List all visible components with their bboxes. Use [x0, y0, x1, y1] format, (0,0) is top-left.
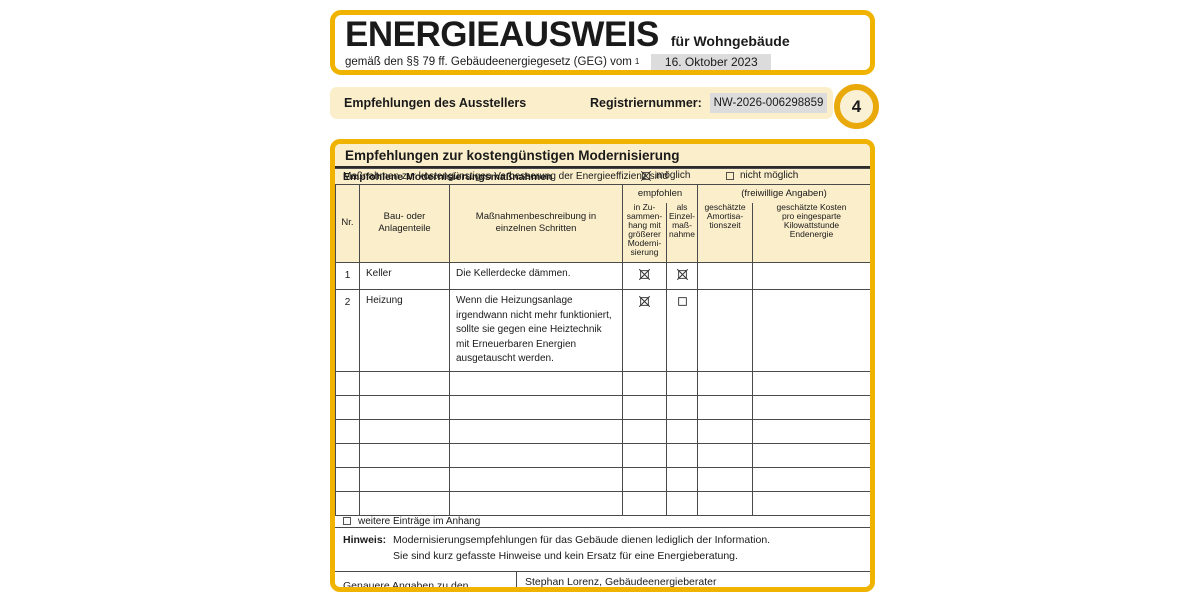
combined-checkbox-icon[interactable] [639, 296, 650, 308]
table-row-empty [335, 394, 870, 420]
possible-checkbox-icon[interactable] [641, 170, 651, 181]
modernisation-section: Empfehlungen zur kostengünstigen Moderni… [330, 139, 875, 592]
table-row: 2 Heizung Wenn die Heizungsanlage irgend… [335, 289, 870, 372]
col-header-single: als Einzel- maß- nahme [666, 202, 698, 263]
table-header-sub-row: in Zu- sammen- hang mit größerer Moderni… [336, 202, 870, 263]
table-subheader: Empfohlene Modernisierungsmaßnahmen [335, 169, 870, 184]
registration-number-label: Registriernummer: [590, 96, 702, 110]
appendix-label: weitere Einträge im Anhang [358, 515, 481, 527]
col-header-nr: Nr. [335, 184, 360, 263]
possible-label: möglich [656, 170, 691, 181]
cell-description: Die Kellerdecke dämmen. [449, 261, 623, 291]
cell-part: Heizung [359, 289, 450, 372]
registration-number-field: NW-2026-006298859 [710, 93, 827, 113]
title-row: ENERGIEAUSWEIS für Wohngebäude [345, 15, 870, 54]
possibility-row: Maßnahmen zur kostengünstigen Verbesseru… [335, 168, 870, 182]
contact-block: Genauere Angaben zu den Empfehlungen sin… [335, 572, 870, 592]
document-title: ENERGIEAUSWEIS [345, 15, 659, 54]
appendix-row: weitere Einträge im Anhang [335, 515, 870, 528]
cell-nr: 1 [335, 261, 360, 291]
table-row: 1 Keller Die Kellerdecke dämmen. [335, 261, 870, 291]
contact-name: Stephan Lorenz, Gebäudeenergieberater [525, 576, 717, 589]
col-header-costs: geschätzte Kosten pro eingesparte Kilowa… [751, 202, 870, 263]
single-checkbox-icon[interactable] [677, 296, 688, 307]
option-not-possible: nicht möglich [725, 170, 798, 181]
note-line-1: Modernisierungsempfehlungen für das Gebä… [393, 533, 771, 546]
law-reference-row: gemäß den §§ 79 ff. Gebäudeenergiegesetz… [345, 53, 870, 70]
combined-checkbox-icon[interactable] [639, 268, 650, 280]
note-block: Hinweis: Modernisierungsempfehlungen für… [335, 527, 870, 573]
document-subtitle: für Wohngebäude [670, 33, 790, 49]
col-header-amortization: geschätzte Amortisa- tionszeit [697, 202, 753, 263]
cell-single [666, 289, 698, 372]
col-group-voluntary: (freiwillige Angaben) [696, 184, 870, 203]
cell-costs [751, 289, 870, 372]
col-group-recommended: empfohlen [622, 184, 698, 203]
table-row-empty [335, 466, 870, 492]
cell-combined [622, 261, 667, 291]
table-header-group-row: Nr. Bau- oder Anlagenteile Maßnahmenbesc… [335, 184, 870, 263]
note-line-2: Sie sind kurz gefasste Hinweise und kein… [393, 550, 738, 563]
law-date-field: 16. Oktober 2023 [651, 53, 772, 70]
cell-costs [751, 261, 870, 291]
note-text: Modernisierungsempfehlungen für das Gebä… [393, 532, 770, 566]
issuer-recommendations-label: Empfehlungen des Ausstellers [344, 96, 527, 110]
cell-amortization [697, 289, 753, 372]
contact-label-line-1: Genauere Angaben zu den Empfehlungen [343, 580, 469, 592]
contact-value: Stephan Lorenz, Gebäudeenergieberater Lo… [517, 572, 870, 592]
col-header-part: Bau- oder Anlagenteile [359, 184, 450, 263]
cell-single [666, 261, 698, 291]
cell-amortization [697, 261, 753, 291]
not-possible-label: nicht möglich [740, 170, 799, 181]
cell-part: Keller [359, 261, 450, 291]
table-row-empty [335, 370, 870, 396]
appendix-checkbox-icon[interactable] [342, 516, 352, 526]
single-checkbox-icon[interactable] [676, 268, 688, 280]
document-header: ENERGIEAUSWEIS für Wohngebäude gemäß den… [330, 10, 875, 75]
meta-bar: Empfehlungen des Ausstellers Registriern… [330, 87, 833, 119]
possibility-text: Maßnahmen zur kostengünstigen Verbesseru… [343, 171, 669, 182]
note-label: Hinweis: [343, 533, 387, 546]
cell-combined [622, 289, 667, 372]
contact-address: Lohmühlenstraße 22, 45897 Gelsenkirchen [525, 590, 862, 592]
cell-description: Wenn die Heizungsanlage irgendwann nicht… [449, 289, 623, 372]
not-possible-checkbox-icon[interactable] [725, 171, 735, 181]
page-number-badge: 4 [834, 84, 879, 129]
cell-nr: 2 [335, 289, 360, 372]
col-header-description: Maßnahmenbeschreibung in einzelnen Schri… [449, 184, 623, 263]
footnote-marker: 1 [634, 57, 640, 67]
section-title: Empfehlungen zur kostengünstigen Moderni… [335, 144, 870, 168]
table-row-empty [335, 442, 870, 468]
table-row-empty [335, 490, 870, 516]
contact-label: Genauere Angaben zu den Empfehlungen sin… [335, 572, 517, 592]
law-reference-text: gemäß den §§ 79 ff. Gebäudeenergiegesetz… [345, 55, 632, 68]
measures-table: Nr. Bau- oder Anlagenteile Maßnahmenbesc… [335, 184, 870, 516]
option-possible: möglich [641, 170, 690, 181]
table-row-empty [335, 418, 870, 444]
col-header-combined: in Zu- sammen- hang mit größerer Moderni… [622, 202, 667, 263]
